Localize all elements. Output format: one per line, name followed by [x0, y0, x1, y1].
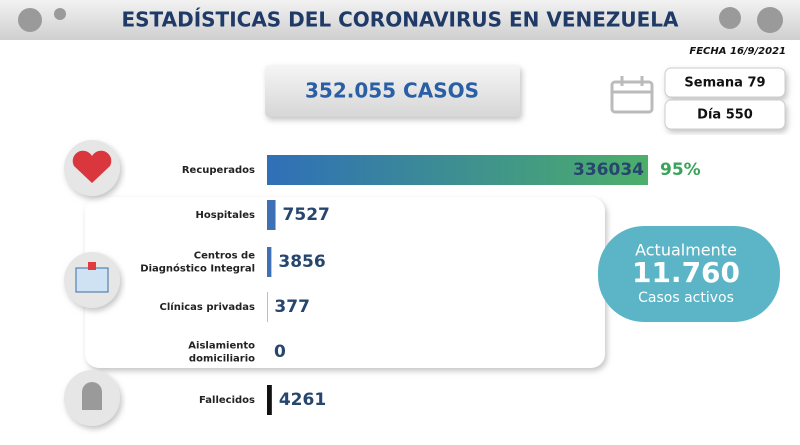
- bar: [267, 155, 648, 185]
- week-box: [664, 67, 786, 98]
- bar: [267, 200, 276, 230]
- date: FECHA 16/9/2021: [689, 46, 786, 57]
- row-value: 0: [274, 342, 286, 362]
- bar: [267, 247, 272, 277]
- row-label: Hospitales: [196, 210, 256, 221]
- row-value: 4261: [279, 390, 326, 410]
- active-count: 11.760: [632, 256, 740, 289]
- row-share: 95%: [660, 160, 701, 180]
- active-caption: Casos activos: [638, 290, 734, 306]
- bar: [267, 385, 272, 415]
- virus-icons: [18, 7, 783, 33]
- icons: [64, 140, 120, 426]
- day: Día 550: [697, 108, 753, 123]
- row-label: Diagnóstico Integral: [140, 263, 255, 275]
- total-cases: 352.055 CASOS: [305, 79, 479, 103]
- calendar-icon: [610, 76, 654, 114]
- row-value: 377: [274, 297, 310, 317]
- row-value: 7527: [283, 205, 330, 225]
- row-label: Centros de: [194, 251, 255, 262]
- row-label: Aislamiento: [188, 341, 255, 352]
- row-label: domiciliario: [189, 354, 255, 365]
- total-box: [265, 65, 520, 117]
- title: ESTADÍSTICAS DEL CORONAVIRUS EN VENEZUEL…: [121, 8, 679, 32]
- day-box: [664, 99, 786, 130]
- care-panel: [85, 197, 605, 368]
- row-value: 3856: [278, 252, 325, 272]
- active-bubble: [598, 226, 780, 322]
- header-bar: [0, 0, 800, 40]
- active-heading: Actualmente: [635, 241, 737, 260]
- row-value: 336034: [573, 160, 644, 180]
- row-label: Fallecidos: [199, 395, 255, 406]
- row-label: Recuperados: [182, 165, 255, 176]
- row-label: Clínicas privadas: [160, 301, 256, 313]
- week: Semana 79: [684, 76, 765, 91]
